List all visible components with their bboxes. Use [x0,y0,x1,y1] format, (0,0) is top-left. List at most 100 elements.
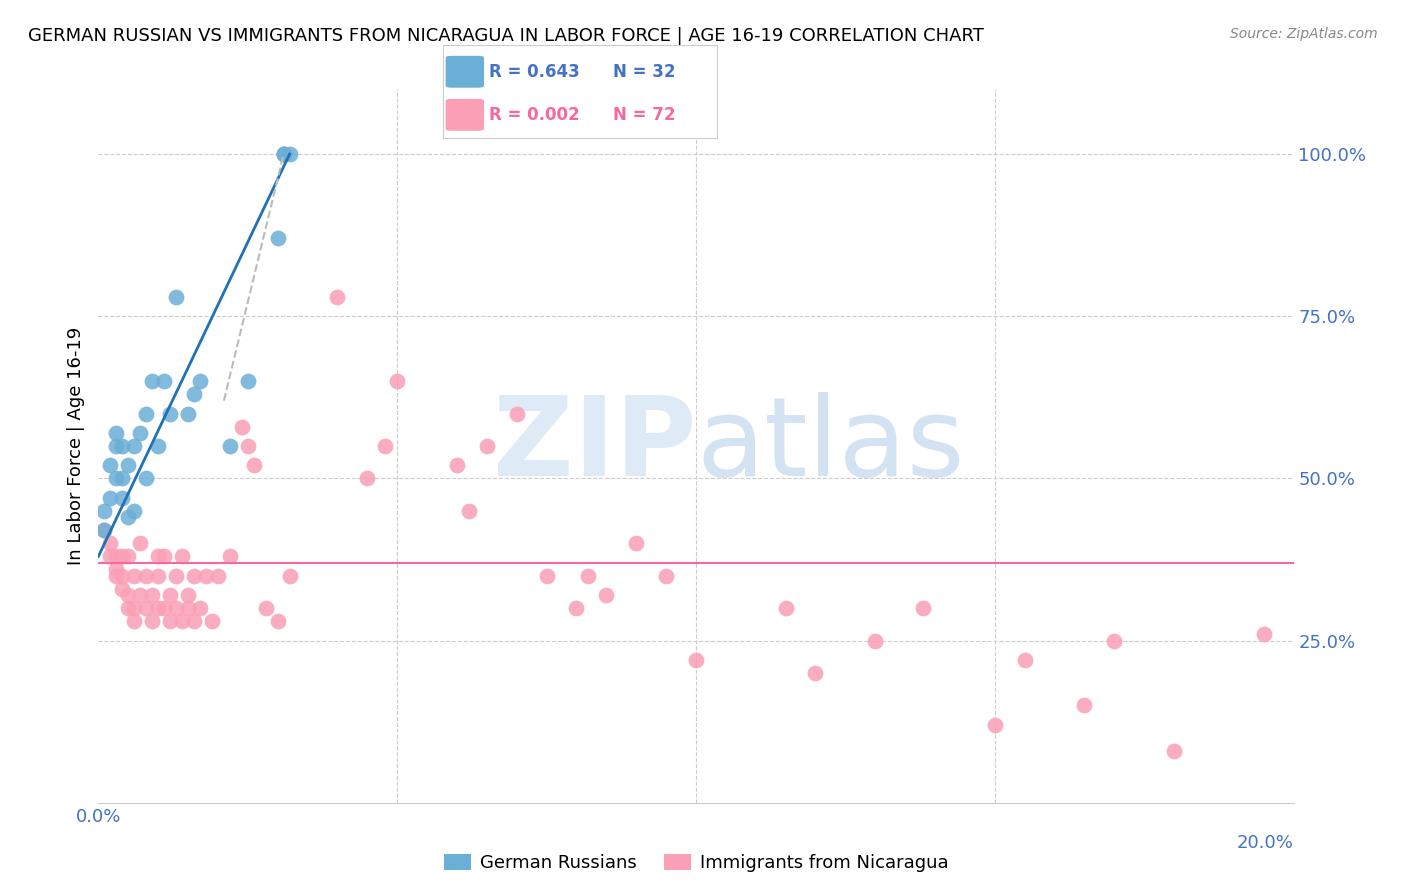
Point [129,425,152,440]
Point [135,407,157,421]
Point [124,601,146,615]
Point [117,588,139,602]
Point [506,407,529,421]
Point [153,374,176,388]
Point [685,653,707,667]
Point [148,601,170,615]
Point [177,601,200,615]
Point [231,419,253,434]
Point [105,568,128,582]
Point [93,524,115,538]
Point [219,549,242,564]
Point [1014,653,1036,667]
Point [111,549,134,564]
Point [124,504,146,518]
Text: ZIP: ZIP [492,392,696,500]
Point [326,290,349,304]
Point [117,601,139,615]
Point [374,439,396,453]
Point [536,568,558,582]
Point [165,568,187,582]
Point [236,439,259,453]
Point [135,601,157,615]
Point [775,601,797,615]
Point [93,504,115,518]
Text: 20.0%: 20.0% [1237,834,1294,852]
Point [912,601,935,615]
Point [183,614,205,628]
Point [188,374,211,388]
Text: N = 32: N = 32 [613,62,675,81]
Point [141,374,163,388]
Point [356,471,378,485]
Point [129,536,152,550]
Text: Source: ZipAtlas.com: Source: ZipAtlas.com [1230,27,1378,41]
Point [135,471,157,485]
Point [153,549,176,564]
Point [124,568,146,582]
Point [219,439,242,453]
Point [446,458,468,473]
Point [141,614,163,628]
Point [141,588,163,602]
Point [177,407,200,421]
Text: atlas: atlas [696,392,965,500]
Point [100,536,122,550]
Text: N = 72: N = 72 [613,106,675,124]
Point [278,147,301,161]
Point [172,614,194,628]
Point [165,290,187,304]
Point [201,614,224,628]
Point [1253,627,1275,641]
Point [124,439,146,453]
Point [111,582,134,596]
Text: R = 0.643: R = 0.643 [489,62,581,81]
Point [267,614,290,628]
Point [153,601,176,615]
Point [111,471,134,485]
Point [458,504,481,518]
Point [105,425,128,440]
Point [655,568,678,582]
FancyBboxPatch shape [446,56,484,87]
Point [172,549,194,564]
Point [93,524,115,538]
Point [236,374,259,388]
Point [475,439,498,453]
Legend: German Russians, Immigrants from Nicaragua: German Russians, Immigrants from Nicarag… [436,847,956,880]
Point [804,666,827,681]
Point [159,588,181,602]
Point [148,439,170,453]
Point [243,458,266,473]
Point [148,568,170,582]
Point [267,231,290,245]
Point [177,588,200,602]
Point [117,549,139,564]
Point [207,568,229,582]
Point [105,471,128,485]
Point [117,510,139,524]
Point [124,614,146,628]
Point [148,549,170,564]
Point [105,562,128,576]
Point [595,588,617,602]
Point [111,568,134,582]
Point [1073,698,1095,713]
Point [100,549,122,564]
Point [188,601,211,615]
Point [865,633,887,648]
Point [100,491,122,505]
Point [100,458,122,473]
Point [385,374,409,388]
Point [273,147,295,161]
Point [135,568,157,582]
Point [195,568,218,582]
Point [278,568,301,582]
FancyBboxPatch shape [446,99,484,131]
Point [1104,633,1126,648]
Point [129,588,152,602]
Point [105,439,128,453]
Y-axis label: In Labor Force | Age 16-19: In Labor Force | Age 16-19 [66,326,84,566]
Point [273,147,295,161]
Point [159,614,181,628]
